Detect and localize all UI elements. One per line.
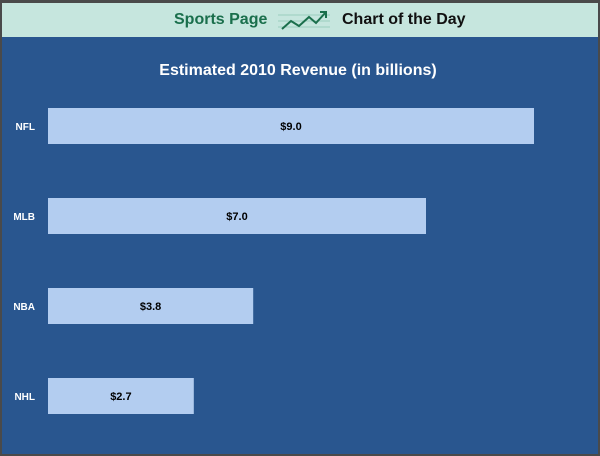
category-label-nba: NBA	[13, 302, 35, 313]
bar-nfl	[48, 108, 534, 144]
bar-nba	[48, 288, 254, 324]
chart-of-the-day-label: Chart of the Day	[342, 11, 466, 28]
bar-nhl	[48, 378, 194, 414]
chart-title: Estimated 2010 Revenue (in billions)	[159, 62, 437, 79]
data-label-nhl: $2.7	[110, 391, 131, 403]
header-banner: Sports Page Chart of the Day	[2, 3, 598, 37]
data-label-nba: $3.8	[140, 301, 161, 313]
data-label-mlb: $7.0	[226, 211, 247, 223]
brand-title: Sports Page	[174, 11, 268, 28]
bar-mlb	[48, 198, 426, 234]
category-label-nhl: NHL	[14, 392, 35, 403]
data-label-nfl: $9.0	[280, 121, 301, 133]
category-label-nfl: NFL	[16, 122, 35, 133]
trend-line-icon	[278, 11, 330, 30]
category-label-mlb: MLB	[13, 212, 35, 223]
